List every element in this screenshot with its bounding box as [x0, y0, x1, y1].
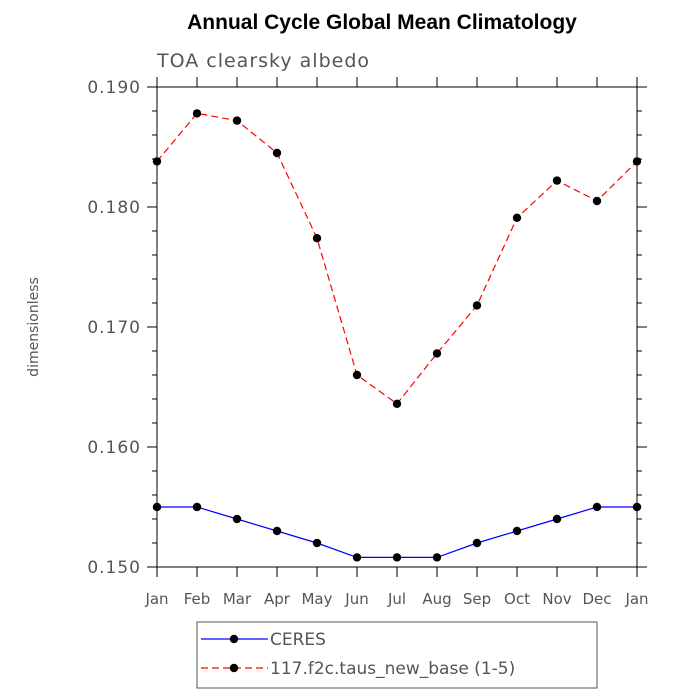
series-1 [152, 502, 642, 562]
x-tick-label: Feb [184, 590, 211, 608]
legend-label: CERES [270, 630, 326, 650]
data-point [232, 116, 242, 125]
x-tick-label: Jun [344, 590, 368, 608]
data-point [272, 526, 282, 536]
x-tick-label: Jul [387, 590, 406, 608]
data-point [512, 526, 522, 536]
x-tick-label: Mar [223, 590, 252, 608]
data-point [312, 538, 322, 548]
data-point [392, 553, 402, 562]
data-point [592, 196, 602, 206]
data-point [272, 148, 282, 158]
legend-marker [229, 663, 239, 673]
data-point [632, 502, 642, 512]
data-point [312, 234, 322, 243]
series-line [156, 112, 638, 405]
x-tick-label: Nov [542, 590, 571, 608]
data-point [432, 349, 442, 358]
legend-label: 117.f2c.taus_new_base (1-5) [270, 659, 515, 679]
x-tick-label: Jan [144, 590, 168, 608]
plot-frame [156, 86, 638, 568]
y-tick-label: 0.150 [87, 558, 141, 578]
series-2 [152, 109, 642, 408]
data-point [192, 502, 202, 512]
series-layer [152, 109, 642, 562]
data-point [152, 157, 162, 166]
data-point [232, 514, 242, 524]
x-tick-label: Jan [624, 590, 648, 608]
y-tick-label: 0.160 [87, 438, 141, 458]
y-tick-label: 0.170 [87, 318, 141, 338]
data-point [552, 176, 562, 185]
data-point [512, 213, 522, 222]
data-point [552, 514, 562, 524]
y-tick-label: 0.180 [87, 198, 141, 218]
chart-subtitle: TOA clearsky albedo [156, 50, 370, 72]
legend-box [196, 621, 598, 689]
legend: CERES 117.f2c.taus_new_base (1-5) [196, 621, 598, 689]
x-tick-label: Oct [504, 590, 530, 608]
data-point [352, 553, 362, 562]
x-tick-label: Apr [264, 590, 291, 608]
data-point [192, 109, 202, 118]
data-point [152, 502, 162, 512]
data-point [432, 553, 442, 562]
x-tick-label: Sep [463, 590, 491, 608]
y-axis-label: dimensionless [26, 277, 42, 377]
data-point [472, 538, 482, 548]
series-line [157, 506, 637, 559]
data-point [592, 502, 602, 512]
x-tick-label: Aug [422, 590, 451, 608]
data-point [392, 399, 402, 408]
data-point [352, 370, 362, 380]
x-tick-label: Dec [582, 590, 611, 608]
legend-marker [229, 634, 239, 644]
data-point [632, 157, 642, 166]
axes-layer: 0.150 0.160 0.170 0.180 0.190 Jan Feb Mar Apr May… [87, 77, 649, 608]
y-tick-label: 0.190 [87, 78, 141, 98]
data-point [472, 301, 482, 310]
chart-title: Annual Cycle Global Mean Climatology [187, 11, 577, 34]
x-tick-label: May [301, 590, 332, 608]
